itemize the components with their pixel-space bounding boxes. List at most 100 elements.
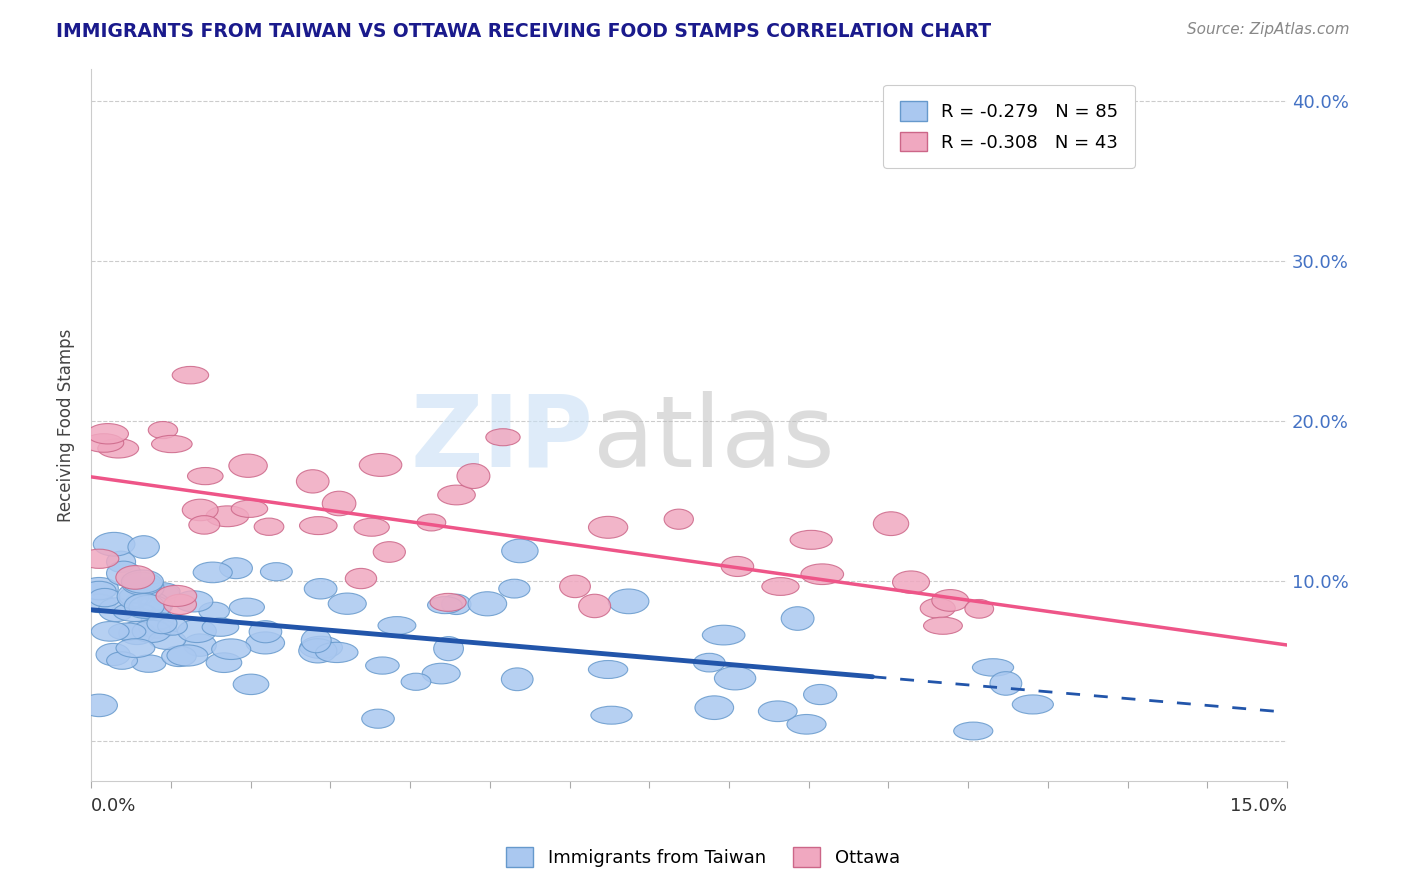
Ellipse shape	[83, 594, 115, 613]
Ellipse shape	[804, 684, 837, 705]
Ellipse shape	[198, 602, 229, 621]
Text: ZIP: ZIP	[411, 391, 593, 488]
Ellipse shape	[156, 585, 197, 607]
Text: IMMIGRANTS FROM TAIWAN VS OTTAWA RECEIVING FOOD STAMPS CORRELATION CHART: IMMIGRANTS FROM TAIWAN VS OTTAWA RECEIVI…	[56, 22, 991, 41]
Legend: Immigrants from Taiwan, Ottawa: Immigrants from Taiwan, Ottawa	[499, 839, 907, 874]
Ellipse shape	[139, 595, 173, 616]
Ellipse shape	[790, 531, 832, 549]
Ellipse shape	[124, 593, 165, 618]
Ellipse shape	[177, 620, 217, 642]
Ellipse shape	[118, 622, 155, 645]
Ellipse shape	[430, 593, 467, 611]
Ellipse shape	[346, 568, 377, 589]
Ellipse shape	[117, 584, 149, 608]
Ellipse shape	[233, 674, 269, 695]
Ellipse shape	[125, 590, 167, 614]
Ellipse shape	[82, 582, 117, 599]
Ellipse shape	[588, 660, 627, 679]
Ellipse shape	[579, 594, 610, 617]
Ellipse shape	[299, 516, 337, 534]
Ellipse shape	[801, 564, 844, 584]
Ellipse shape	[80, 549, 118, 568]
Ellipse shape	[695, 696, 734, 720]
Ellipse shape	[782, 607, 814, 631]
Ellipse shape	[254, 518, 284, 535]
Ellipse shape	[589, 516, 627, 538]
Ellipse shape	[354, 518, 389, 536]
Ellipse shape	[322, 491, 356, 516]
Ellipse shape	[299, 636, 343, 658]
Ellipse shape	[502, 539, 538, 563]
Ellipse shape	[132, 655, 166, 673]
Ellipse shape	[378, 616, 416, 634]
Ellipse shape	[148, 422, 177, 439]
Ellipse shape	[162, 646, 197, 666]
Ellipse shape	[990, 672, 1022, 695]
Ellipse shape	[873, 512, 908, 535]
Ellipse shape	[721, 557, 754, 576]
Text: atlas: atlas	[593, 391, 835, 488]
Ellipse shape	[441, 594, 471, 615]
Ellipse shape	[231, 500, 267, 517]
Ellipse shape	[304, 579, 337, 599]
Ellipse shape	[187, 467, 224, 484]
Ellipse shape	[418, 514, 446, 531]
Ellipse shape	[298, 639, 337, 663]
Ellipse shape	[932, 590, 969, 611]
Ellipse shape	[360, 453, 402, 476]
Ellipse shape	[714, 666, 756, 690]
Ellipse shape	[134, 577, 165, 599]
Ellipse shape	[693, 653, 725, 672]
Ellipse shape	[924, 617, 962, 634]
Ellipse shape	[202, 618, 239, 636]
Ellipse shape	[953, 723, 993, 739]
Ellipse shape	[107, 561, 141, 585]
Ellipse shape	[893, 571, 929, 593]
Text: 15.0%: 15.0%	[1230, 797, 1286, 815]
Ellipse shape	[762, 578, 799, 595]
Ellipse shape	[150, 584, 180, 605]
Ellipse shape	[366, 657, 399, 674]
Ellipse shape	[361, 709, 394, 728]
Ellipse shape	[758, 701, 797, 722]
Ellipse shape	[193, 562, 232, 582]
Ellipse shape	[183, 500, 218, 521]
Ellipse shape	[108, 623, 146, 640]
Ellipse shape	[188, 516, 219, 534]
Ellipse shape	[499, 579, 530, 598]
Ellipse shape	[591, 706, 633, 724]
Ellipse shape	[437, 485, 475, 505]
Ellipse shape	[157, 617, 187, 635]
Ellipse shape	[560, 575, 591, 598]
Ellipse shape	[219, 558, 253, 579]
Ellipse shape	[80, 694, 118, 716]
Ellipse shape	[132, 620, 170, 642]
Ellipse shape	[98, 439, 139, 458]
Ellipse shape	[172, 367, 208, 384]
Ellipse shape	[502, 668, 533, 690]
Ellipse shape	[422, 664, 460, 684]
Ellipse shape	[115, 639, 155, 657]
Ellipse shape	[107, 551, 135, 573]
Ellipse shape	[141, 609, 174, 630]
Ellipse shape	[427, 597, 463, 614]
Ellipse shape	[703, 625, 745, 645]
Ellipse shape	[122, 573, 163, 595]
Ellipse shape	[1012, 695, 1053, 714]
Ellipse shape	[149, 631, 186, 649]
Ellipse shape	[787, 714, 827, 734]
Ellipse shape	[246, 632, 284, 654]
Ellipse shape	[184, 634, 217, 657]
Ellipse shape	[167, 645, 208, 666]
Ellipse shape	[373, 541, 405, 562]
Ellipse shape	[207, 653, 242, 673]
Ellipse shape	[973, 658, 1014, 676]
Ellipse shape	[433, 637, 464, 661]
Ellipse shape	[114, 603, 156, 622]
Ellipse shape	[129, 595, 172, 619]
Ellipse shape	[148, 613, 177, 633]
Ellipse shape	[91, 622, 129, 641]
Ellipse shape	[328, 593, 367, 615]
Ellipse shape	[212, 639, 250, 659]
Ellipse shape	[80, 577, 118, 599]
